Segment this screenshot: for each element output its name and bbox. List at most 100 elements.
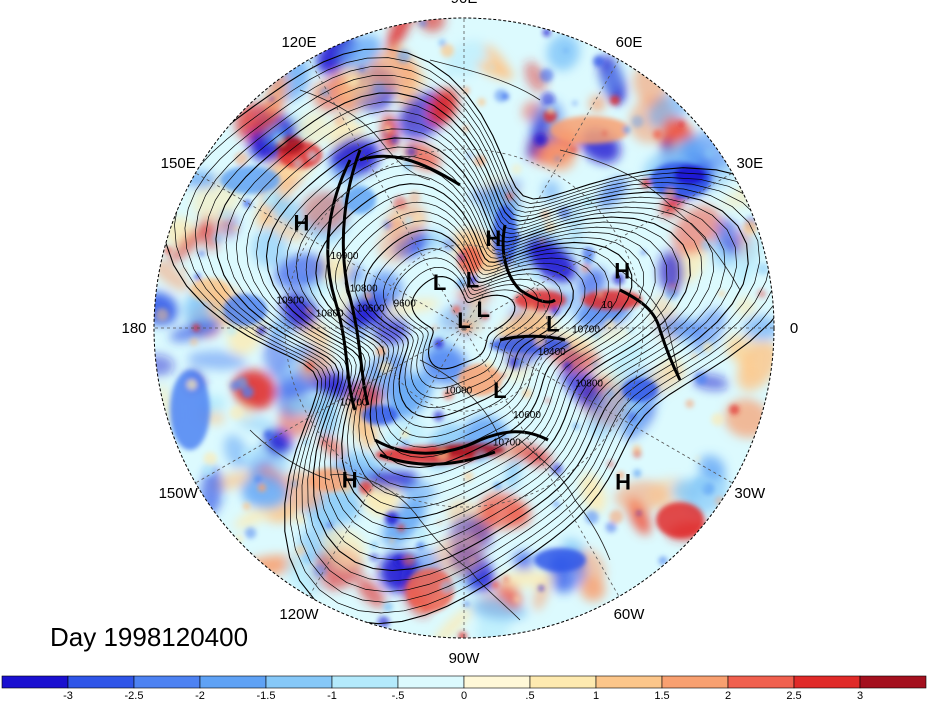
contour-labels: 10900 10900 10800 10800 10600 9600 10700 10000 1…: [276, 251, 613, 449]
jet-contour: [379, 450, 496, 466]
anomaly-speck: [690, 352, 698, 360]
anomaly-patch: [446, 40, 489, 78]
colorbar-tick-label: -2: [195, 690, 205, 702]
anomaly-speck: [534, 133, 547, 147]
longitude-label: 90W: [449, 650, 481, 667]
height-contour: [305, 174, 644, 478]
colorbar-tick-label: -1.5: [257, 690, 276, 702]
anomaly-patch: [154, 354, 175, 377]
longitude-label: 60W: [614, 606, 646, 623]
height-contour: [402, 266, 527, 379]
high-pressure-label: H: [614, 258, 630, 283]
meridian-line: [463, 59, 620, 329]
anomaly-speck: [295, 545, 306, 556]
anomaly-patch: [386, 372, 432, 420]
height-contour: [184, 66, 774, 603]
anomaly-speck: [450, 385, 456, 391]
colorbar-swatch: [727, 675, 795, 689]
anomaly-speck: [358, 66, 365, 72]
anomaly-patch: [251, 110, 281, 134]
anomaly-patch: [154, 292, 179, 326]
anomaly-speck: [581, 263, 591, 273]
anomaly-speck: [463, 601, 470, 607]
anomaly-speck: [513, 595, 521, 603]
anomaly-speck: [347, 75, 360, 87]
anomaly-speck: [658, 556, 668, 566]
longitude-label: 60E: [616, 34, 643, 51]
anomaly-speck: [531, 270, 541, 280]
anomaly-core: [170, 370, 210, 450]
anomaly-speck: [301, 552, 314, 565]
anomaly-speck: [229, 406, 243, 420]
height-contour: [246, 119, 714, 540]
anomaly-patch: [533, 577, 550, 611]
anomaly-core: [344, 186, 376, 214]
anomaly-speck: [305, 361, 315, 371]
anomaly-speck: [522, 388, 533, 399]
anomaly-speck: [543, 109, 557, 123]
anomaly-speck: [408, 190, 421, 204]
anomaly-speck: [553, 501, 560, 508]
longitude-label: 150E: [161, 155, 196, 172]
colorbar-tick-label: 0: [461, 690, 467, 702]
anomaly-speck: [605, 388, 615, 398]
anomaly-patch: [506, 501, 532, 527]
anomaly-patch: [544, 141, 576, 172]
contour-label: 9600: [394, 298, 417, 309]
colorbar-swatch: [67, 675, 135, 689]
anomaly-speck: [602, 130, 608, 136]
jet-contour: [619, 288, 682, 381]
anomaly-speck: [390, 136, 399, 144]
anomaly-speck: [458, 631, 468, 638]
anomaly-speck: [690, 157, 697, 164]
colorbar-swatch: [199, 675, 267, 689]
anomaly-speck: [442, 238, 456, 251]
anomaly-speck: [370, 541, 379, 549]
anomaly-speck: [685, 399, 694, 409]
colorbar-swatch: [1, 675, 69, 689]
high-pressure-label: H: [342, 468, 358, 493]
contour-label: 10600: [513, 410, 541, 421]
anomaly-patch: [383, 299, 440, 315]
low-pressure-label: L: [546, 311, 559, 336]
anomaly-patch: [281, 291, 317, 330]
colorbar-swatch: [529, 675, 597, 689]
anomaly-speck: [416, 606, 423, 613]
anomaly-speck: [562, 47, 569, 54]
height-contour: [411, 276, 516, 370]
anomaly-speck: [632, 444, 642, 454]
high-pressure-label: H: [485, 226, 501, 251]
colorbar-swatch: [859, 675, 927, 689]
anomaly-patch: [735, 297, 756, 317]
anomaly-speck: [451, 305, 461, 315]
map-disk: [154, 18, 774, 638]
anomaly-speck: [569, 146, 578, 154]
contour-label: 10700: [340, 397, 368, 408]
height-contour: [392, 257, 539, 389]
anomaly-core: [190, 278, 230, 302]
anomaly-speck: [447, 71, 453, 76]
anomaly-speck: [216, 309, 222, 316]
anomaly-speck: [539, 68, 554, 83]
anomaly-core: [220, 166, 280, 194]
low-pressure-label: L: [476, 297, 489, 322]
height-contour: [256, 128, 703, 530]
anomaly-speck: [244, 527, 257, 539]
anomaly-speck: [714, 496, 725, 506]
contour-label: 10: [602, 300, 614, 311]
contour-label: 10800: [350, 284, 378, 295]
anomaly-core: [622, 378, 658, 402]
low-pressure-label: L: [493, 378, 506, 403]
longitude-label: 120E: [281, 34, 316, 51]
anomaly-speck: [529, 304, 534, 310]
colorbar-swatch: [793, 675, 861, 689]
anomaly-speck: [333, 114, 346, 126]
anomaly-speck: [469, 557, 475, 563]
anomaly-speck: [572, 100, 578, 106]
anomaly-speck: [393, 195, 407, 210]
anomaly-speck: [155, 308, 169, 322]
anomaly-speck: [189, 337, 198, 346]
longitude-label: 120W: [279, 606, 319, 623]
anomaly-patch: [432, 606, 473, 638]
